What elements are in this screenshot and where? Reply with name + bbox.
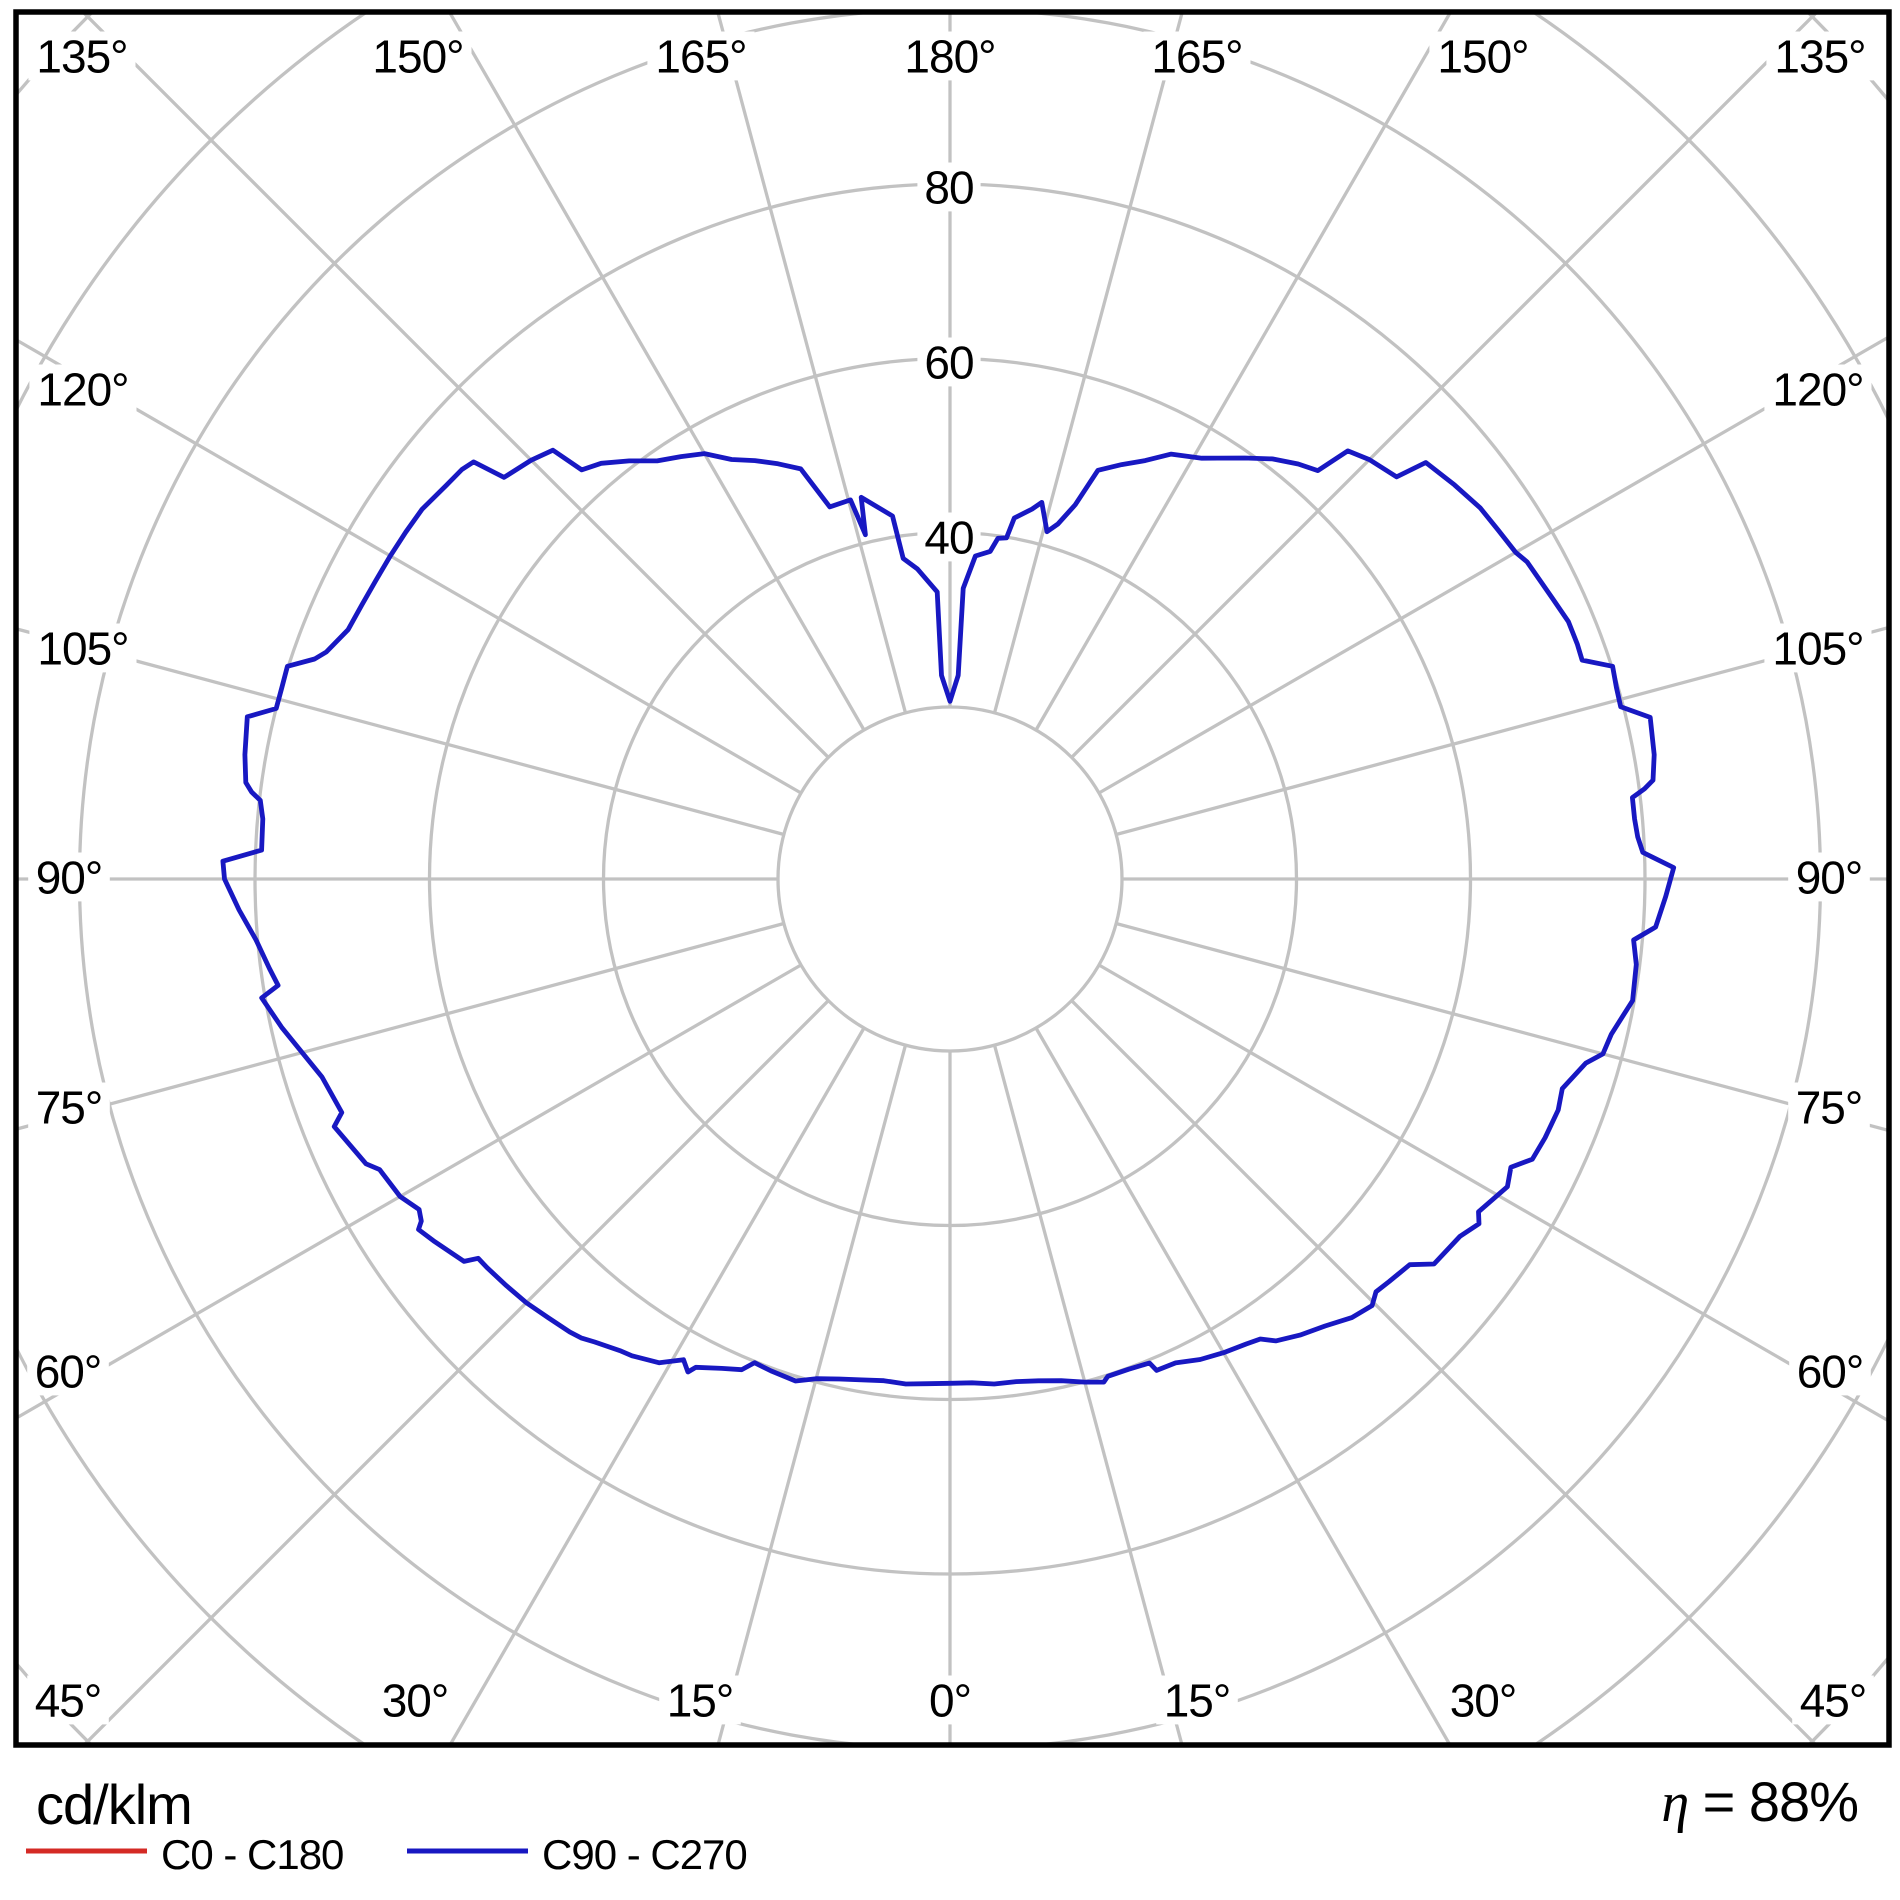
svg-text:90°: 90° bbox=[1796, 852, 1863, 904]
svg-text:15°: 15° bbox=[667, 1675, 734, 1727]
svg-text:120°: 120° bbox=[1772, 364, 1863, 416]
svg-text:60°: 60° bbox=[35, 1346, 102, 1398]
svg-text:C0 - C180: C0 - C180 bbox=[161, 1831, 343, 1878]
svg-text:180°: 180° bbox=[904, 31, 995, 83]
svg-text:η = 88%: η = 88% bbox=[1661, 1770, 1858, 1834]
svg-text:135°: 135° bbox=[36, 31, 127, 83]
svg-text:105°: 105° bbox=[1772, 623, 1863, 675]
svg-text:60: 60 bbox=[924, 337, 973, 389]
svg-text:45°: 45° bbox=[35, 1675, 102, 1727]
svg-text:165°: 165° bbox=[655, 31, 746, 83]
svg-text:cd/klm: cd/klm bbox=[36, 1773, 192, 1836]
svg-text:45°: 45° bbox=[1800, 1675, 1867, 1727]
svg-text:105°: 105° bbox=[37, 623, 128, 675]
svg-text:75°: 75° bbox=[36, 1082, 103, 1134]
svg-text:60°: 60° bbox=[1797, 1346, 1864, 1398]
svg-text:135°: 135° bbox=[1774, 31, 1865, 83]
svg-text:15°: 15° bbox=[1164, 1675, 1231, 1727]
svg-text:30°: 30° bbox=[1450, 1675, 1517, 1727]
svg-text:90°: 90° bbox=[36, 852, 103, 904]
svg-text:150°: 150° bbox=[1437, 31, 1528, 83]
svg-text:80: 80 bbox=[924, 162, 973, 214]
svg-text:30°: 30° bbox=[382, 1675, 449, 1727]
svg-text:40: 40 bbox=[924, 512, 973, 564]
svg-text:150°: 150° bbox=[372, 31, 463, 83]
svg-text:75°: 75° bbox=[1796, 1082, 1863, 1134]
svg-text:C90 - C270: C90 - C270 bbox=[542, 1831, 747, 1878]
svg-text:165°: 165° bbox=[1151, 31, 1242, 83]
svg-text:0°: 0° bbox=[929, 1675, 971, 1727]
svg-text:120°: 120° bbox=[37, 364, 128, 416]
